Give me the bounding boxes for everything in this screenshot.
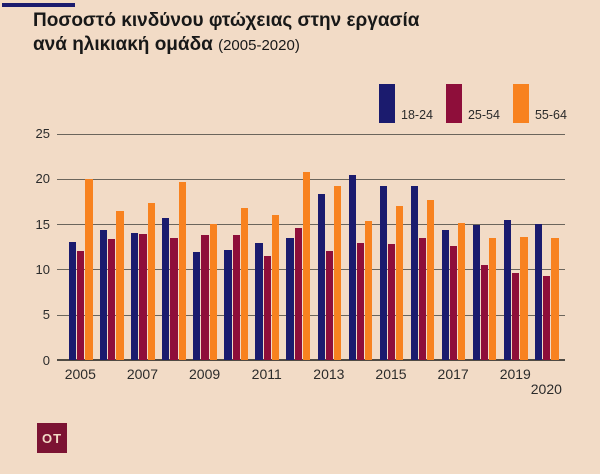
bar-2005-25-54 bbox=[77, 251, 85, 360]
legend-item-18-24: 18-24 bbox=[379, 84, 433, 123]
y-axis-label-20: 20 bbox=[35, 171, 50, 187]
bar-2009-25-54 bbox=[201, 234, 209, 360]
bar-2006-55-64 bbox=[116, 210, 124, 360]
bar-2010-25-54 bbox=[232, 234, 240, 360]
gridline-y-25 bbox=[57, 133, 565, 135]
legend-swatch-18-24 bbox=[379, 84, 395, 123]
bar-2010-18-24 bbox=[224, 250, 232, 360]
bar-2006-25-54 bbox=[108, 238, 116, 360]
bar-2011-25-54 bbox=[263, 255, 271, 360]
legend-item-25-54: 25-54 bbox=[445, 84, 500, 123]
legend-label-55-64: 55-64 bbox=[534, 108, 567, 122]
bar-2012-25-54 bbox=[294, 227, 302, 360]
y-axis-label-15: 15 bbox=[35, 216, 50, 232]
bar-2013-55-64 bbox=[333, 186, 342, 360]
bar-2018-55-64 bbox=[489, 237, 497, 360]
x-axis-label-2007: 2007 bbox=[126, 366, 159, 382]
bar-2008-18-24 bbox=[162, 217, 170, 360]
bar-2013-25-54 bbox=[325, 251, 333, 360]
legend-swatch-25-54 bbox=[445, 84, 462, 123]
bar-2012-55-64 bbox=[302, 172, 311, 360]
bar-2016-18-24 bbox=[410, 186, 418, 360]
chart-title-line1: Ποσοστό κινδύνου φτώχειας στην εργασία bbox=[33, 10, 420, 31]
x-axis-label-2017: 2017 bbox=[437, 366, 469, 382]
bar-2020-25-54 bbox=[543, 275, 551, 360]
chart-title-line2-bold: ανά ηλικιακή ομάδα bbox=[33, 34, 213, 55]
bar-2013-18-24 bbox=[317, 194, 325, 360]
y-axis-label-25: 25 bbox=[35, 126, 50, 141]
bar-2009-55-64 bbox=[209, 224, 217, 360]
legend-item-55-64: 55-64 bbox=[512, 84, 567, 123]
bar-2011-55-64 bbox=[271, 215, 279, 360]
x-axis-label-2011: 2011 bbox=[251, 366, 282, 382]
x-axis-label-2019: 2019 bbox=[499, 366, 531, 382]
bar-2012-18-24 bbox=[286, 237, 294, 360]
bar-2019-55-64 bbox=[520, 236, 528, 360]
bar-2005-55-64 bbox=[85, 178, 93, 360]
legend-swatch-55-64 bbox=[512, 84, 529, 123]
bar-2009-18-24 bbox=[193, 252, 201, 360]
y-axis-label-0: 0 bbox=[42, 352, 50, 368]
ot-logo: OT bbox=[37, 423, 67, 453]
legend-label-18-24: 18-24 bbox=[401, 108, 433, 122]
ot-logo-text: OT bbox=[41, 430, 63, 446]
x-axis-label-2009: 2009 bbox=[189, 366, 221, 382]
bar-2010-55-64 bbox=[240, 207, 248, 360]
chart-title: Ποσοστό κινδύνου φτώχειας στην εργασία α… bbox=[33, 9, 419, 58]
bar-2011-18-24 bbox=[255, 243, 263, 360]
bar-2015-55-64 bbox=[396, 205, 404, 360]
bar-2019-18-24 bbox=[503, 220, 512, 360]
gridline-y-10 bbox=[57, 269, 565, 271]
x-axis-label-2015: 2015 bbox=[375, 366, 407, 382]
accent-line bbox=[2, 3, 75, 7]
bar-2020-55-64 bbox=[551, 237, 559, 360]
bar-2007-25-54 bbox=[139, 234, 147, 360]
bar-2015-25-54 bbox=[387, 244, 396, 360]
bar-2008-55-64 bbox=[178, 181, 186, 360]
bar-2017-18-24 bbox=[441, 230, 450, 360]
chart-title-period: (2005-2020) bbox=[218, 37, 300, 54]
x-axis-label-2005: 2005 bbox=[64, 366, 96, 382]
bar-2006-18-24 bbox=[100, 229, 108, 360]
y-axis-label-10: 10 bbox=[35, 261, 50, 277]
x-axis-label-2013: 2013 bbox=[313, 366, 345, 382]
bar-2018-25-54 bbox=[481, 264, 489, 360]
bar-2008-25-54 bbox=[170, 237, 178, 360]
y-axis-label-5: 5 bbox=[42, 307, 50, 323]
bar-2014-55-64 bbox=[365, 221, 373, 360]
bar-2005-18-24 bbox=[69, 242, 77, 360]
chart-title-line2: ανά ηλικιακή ομάδα (2005-2020) bbox=[33, 33, 419, 58]
bar-2007-18-24 bbox=[131, 233, 139, 360]
bar-2020-18-24 bbox=[535, 224, 543, 360]
bar-2015-18-24 bbox=[379, 186, 387, 360]
legend-label-25-54: 25-54 bbox=[467, 108, 500, 122]
gridline-y-15 bbox=[57, 224, 565, 226]
bar-2017-55-64 bbox=[458, 223, 466, 360]
gridline-y-5 bbox=[57, 314, 565, 316]
bar-2018-18-24 bbox=[472, 225, 481, 360]
x-axis-baseline bbox=[57, 359, 565, 361]
bar-2014-25-54 bbox=[356, 243, 365, 360]
legend: 18-24 25-54 55-64 bbox=[379, 84, 567, 123]
bar-2016-55-64 bbox=[427, 199, 435, 360]
gridline-y-20 bbox=[57, 178, 565, 180]
bar-2019-25-54 bbox=[512, 273, 520, 360]
bar-2016-25-54 bbox=[418, 237, 427, 360]
bar-2017-25-54 bbox=[450, 245, 458, 360]
x-axis-label-2020: 2020 bbox=[530, 381, 562, 397]
bar-2007-55-64 bbox=[147, 203, 155, 360]
bar-2014-18-24 bbox=[348, 175, 356, 360]
